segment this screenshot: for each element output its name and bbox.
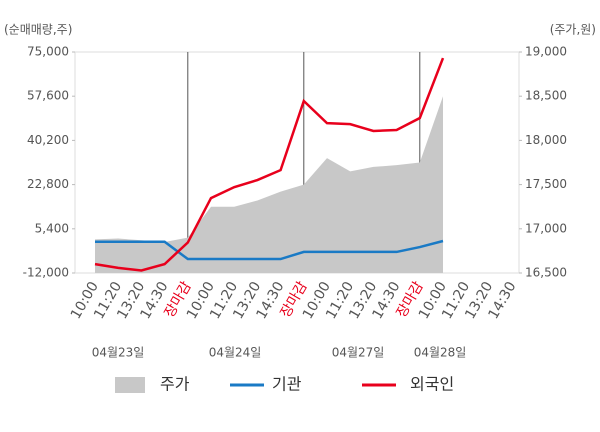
y-tick-label: -12,000: [23, 266, 69, 280]
y2-tick-label: 16,500: [525, 266, 567, 280]
date-label: 04월24일: [209, 346, 262, 360]
y-tick-label: 22,800: [27, 177, 69, 191]
y-tick-label: 75,000: [27, 45, 69, 59]
y2-tick-label: 17,500: [525, 177, 567, 191]
date-label: 04월27일: [332, 346, 385, 360]
series-line: [94, 57, 445, 272]
legend-label: 주가: [160, 375, 190, 394]
y-tick-label: 57,600: [27, 89, 69, 103]
series-line: [95, 239, 444, 261]
legend-label: 외국인: [410, 375, 454, 394]
y2-tick-label: 18,500: [525, 89, 567, 103]
y2-tick-label: 17,000: [525, 221, 567, 235]
legend-label: 기관: [272, 375, 302, 394]
y2-tick-label: 19,000: [525, 45, 567, 59]
y2-axis-label: (주가,원): [550, 23, 596, 37]
date-label: 04월28일: [414, 346, 467, 360]
y-tick-label: 5,400: [35, 221, 69, 235]
y2-tick-label: 18,000: [525, 133, 567, 147]
y-axis-label: (순매매량,주): [4, 23, 72, 37]
legend-swatch: [115, 377, 145, 393]
price-area: [95, 96, 443, 273]
y-tick-label: 40,200: [27, 133, 69, 147]
date-label: 04월23일: [92, 346, 145, 360]
